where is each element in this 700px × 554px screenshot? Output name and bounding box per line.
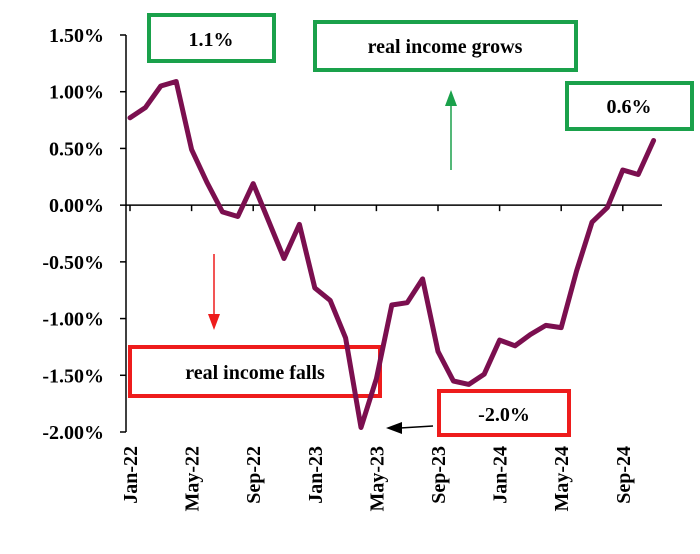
- x-tick-label: Sep-22: [243, 446, 265, 504]
- x-tick-label: May-22: [182, 446, 204, 512]
- annotation-max-value: 1.1%: [189, 29, 234, 51]
- annotation-box-real-income-grows: [313, 20, 578, 72]
- arrow-left-icon: [386, 422, 434, 434]
- x-tick-label: Sep-23: [428, 446, 450, 504]
- x-tick-label: May-23: [366, 446, 388, 512]
- annotation-box-real-income-falls: [128, 345, 382, 398]
- annotation-box-latest: [565, 81, 694, 131]
- annotation-real-income-grows: real income grows: [368, 36, 523, 58]
- x-tick-label: Jan-22: [120, 446, 142, 504]
- y-tick-label: 1.50%: [49, 25, 104, 47]
- x-tick-label: Jan-23: [305, 446, 327, 504]
- annotation-latest-value: 0.6%: [607, 96, 652, 118]
- x-axis-ticks: Jan-22 May-22 Sep-22 Jan-23 May-23 Sep-23 Jan-…: [120, 205, 635, 512]
- arrow-up-icon: [445, 90, 457, 170]
- y-tick-label: 0.50%: [49, 138, 104, 160]
- annotation-box-min: [437, 389, 571, 437]
- y-axis-ticks: 1.50% 1.00% 0.50% 0.00% -0.50% -1.00% -1.50% -2…: [42, 25, 126, 444]
- y-tick-label: -1.00%: [42, 309, 104, 331]
- series-line: [127, 79, 657, 430]
- y-tick-label: -1.50%: [42, 365, 104, 387]
- annotation-real-income-falls: real income falls: [185, 362, 325, 384]
- x-tick-label: May-24: [551, 446, 573, 512]
- y-tick-label: -2.00%: [42, 422, 104, 444]
- y-tick-label: 0.00%: [49, 195, 104, 217]
- x-tick-label: Sep-24: [613, 446, 635, 504]
- arrow-down-icon: [208, 254, 220, 330]
- x-tick-label: Jan-24: [490, 446, 512, 504]
- annotation-min-value: -2.0%: [478, 404, 530, 426]
- y-tick-label: 1.00%: [49, 82, 104, 104]
- y-tick-label: -0.50%: [42, 252, 104, 274]
- annotation-box-max: [147, 13, 276, 63]
